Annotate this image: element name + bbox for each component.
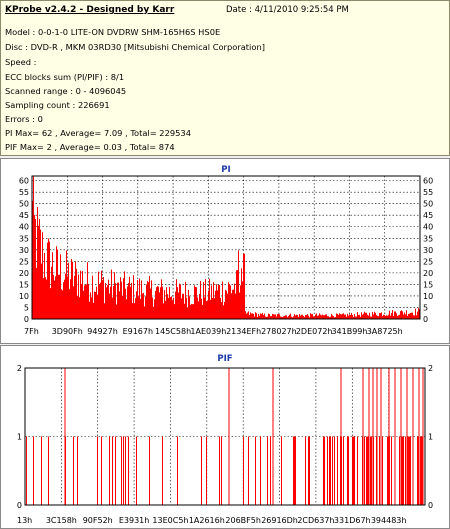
x-tick-label: 90F52h [83, 516, 113, 525]
y-tick-label-right: 5 [423, 303, 428, 312]
y-tick-label-left: 25 [19, 257, 29, 266]
y-tick-label-left: 0 [24, 315, 29, 324]
y-tick-label-right: 0 [428, 501, 433, 510]
y-tick-label-right: 35 [423, 234, 433, 243]
y-tick-label-left: 20 [19, 269, 29, 278]
x-tick-label: 341B99h [331, 327, 367, 336]
model-line: Model : 0-0-1-0 LITE-ON DVDRW SHM-165H6S… [5, 27, 221, 37]
x-tick-label: 206BF5h [225, 516, 261, 525]
y-tick-label-right: 45 [423, 211, 433, 220]
y-tick-label-right: 10 [423, 292, 433, 301]
x-tick-label: 145C58h [155, 327, 191, 336]
y-tick-label-left: 45 [19, 211, 29, 220]
errors-line: Errors : 0 [5, 114, 43, 124]
y-tick-label-right: 40 [423, 223, 433, 232]
x-tick-label: 3A8725h [367, 327, 403, 336]
y-tick-label-left: 2 [17, 364, 22, 373]
scan-date: Date : 4/11/2010 9:25:54 PM [226, 5, 349, 15]
range-line: Scanned range : 0 - 4096045 [5, 86, 127, 96]
y-tick-label-left: 40 [19, 223, 29, 232]
y-tick-label-left: 1 [17, 433, 22, 442]
y-tick-label-right: 15 [423, 280, 433, 289]
pi-chart-panel: PI 0 0 5 5 10 10 15 15 20 20 25 25 30 30 35 35 40 40 45 45 50… [0, 158, 450, 344]
app-title: KProbe v2.4.2 - Designed by Karr [5, 5, 175, 15]
y-tick-label-left: 15 [19, 280, 29, 289]
y-tick-label-left: 0 [17, 501, 22, 510]
sampling-line: Sampling count : 226691 [5, 100, 110, 110]
data-series [26, 368, 424, 505]
plot-border [31, 175, 421, 320]
x-tick-label: 13h [17, 516, 32, 525]
x-tick-label: 331D67h [334, 516, 371, 525]
disc-line: Disc : DVD-R , MKM 03RD30 [Mitsubishi Ch… [5, 42, 265, 52]
x-tick-label: 1AE039h [190, 327, 226, 336]
y-tick-label-right: 0 [423, 315, 428, 324]
y-tick-label-right: 30 [423, 246, 433, 255]
y-tick-label-left: 10 [19, 292, 29, 301]
pi-summary-line: PI Max= 62 , Average= 7.09 , Total= 2295… [5, 128, 191, 138]
x-tick-label: 7Fh [24, 327, 39, 336]
y-tick-label-right: 50 [423, 200, 433, 209]
y-tick-label-left: 30 [19, 246, 29, 255]
x-tick-label: 3C158h [46, 516, 77, 525]
y-tick-label-left: 50 [19, 200, 29, 209]
chart-title: PIF [217, 354, 232, 364]
y-tick-label-right: 25 [423, 257, 433, 266]
y-tick-label-right: 60 [423, 177, 433, 186]
y-tick-label-left: 35 [19, 234, 29, 243]
chart-title: PI [221, 165, 230, 175]
x-tick-label: 1A2616h [189, 516, 225, 525]
x-tick-label: 394483h [371, 516, 407, 525]
x-tick-label: 2DE072h [296, 327, 333, 336]
x-tick-label: 3D90Fh [52, 327, 83, 336]
y-tick-label-right: 2 [428, 364, 433, 373]
x-tick-label: E9167h [123, 327, 153, 336]
speed-line: Speed : [5, 57, 37, 67]
x-tick-label: 2134EFh [226, 327, 261, 336]
x-tick-label: 278027h [261, 327, 297, 336]
x-tick-label: 94927h [87, 327, 118, 336]
pif-summary-line: PIF Max= 2 , Average= 0.03 , Total= 874 [5, 142, 175, 152]
x-tick-label: E3931h [119, 516, 149, 525]
pif-chart-panel: PIF 0 0 1 1 2 2 13h 3C158h 90F52h E3931h 13E0C5h 1A2… [0, 345, 450, 529]
data-series [32, 176, 420, 319]
x-tick-label: 2CD637h [297, 516, 334, 525]
info-panel: KProbe v2.4.2 - Designed by Karr Date : … [0, 0, 450, 156]
y-tick-label-left: 5 [24, 303, 29, 312]
y-tick-label-right: 20 [423, 269, 433, 278]
pif-chart: PIF 0 0 1 1 2 2 13h 3C158h 90F52h E3931h 13E0C5h 1A2… [17, 354, 433, 525]
x-tick-label: 13E0C5h [152, 516, 188, 525]
plot-border [24, 367, 426, 506]
ecc-line: ECC blocks sum (PI/PIF) : 8/1 [5, 72, 125, 82]
y-tick-label-left: 55 [19, 188, 29, 197]
y-tick-label-left: 60 [19, 177, 29, 186]
y-tick-label-right: 55 [423, 188, 433, 197]
y-tick-label-right: 1 [428, 433, 433, 442]
x-tick-label: 26916Dh [261, 516, 298, 525]
